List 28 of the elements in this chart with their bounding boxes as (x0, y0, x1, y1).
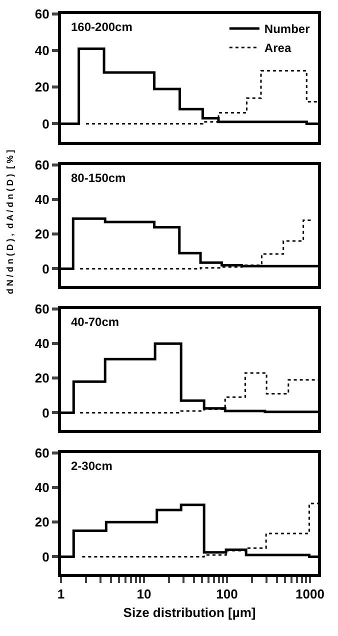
x-tick-label: 1000 (296, 586, 324, 602)
y-tick-label: 40 (34, 43, 50, 58)
annotation: 160-200cm (71, 20, 132, 34)
y-tick-label: 60 (34, 302, 50, 317)
y-tick-label: 0 (42, 116, 50, 132)
y-tick-label: 20 (34, 514, 50, 530)
x-tick-label: 100 (216, 586, 238, 602)
annotation: 40-70cm (71, 315, 120, 329)
x-axis-title: Size distribution [µm] (123, 605, 256, 620)
y-tick-label: 60 (34, 446, 50, 461)
y-tick-label: 40 (34, 192, 50, 208)
y-tick-label: 0 (42, 405, 50, 420)
y-tick-label: 0 (42, 549, 50, 564)
legend-label: Number (264, 22, 310, 36)
y-tick-label: 20 (34, 80, 50, 95)
y-tick-label: 40 (34, 336, 50, 352)
y-tick-label: 20 (34, 370, 50, 386)
annotation: 80-150cm (71, 171, 126, 185)
y-tick-label: 0 (42, 261, 50, 276)
x-tick-label: 10 (136, 586, 152, 602)
y-tick-label: 40 (34, 480, 50, 496)
y-tick-label: 20 (34, 226, 50, 242)
annotation: 2-30cm (71, 459, 112, 473)
x-tick-label: 1 (57, 586, 65, 602)
legend-label: Area (264, 41, 292, 56)
y-tick-label: 60 (34, 158, 50, 173)
y-axis-title: d N / d n ( D ) , d A / d n ( D ) [ % ] (5, 150, 15, 294)
y-tick-label: 60 (34, 6, 50, 22)
